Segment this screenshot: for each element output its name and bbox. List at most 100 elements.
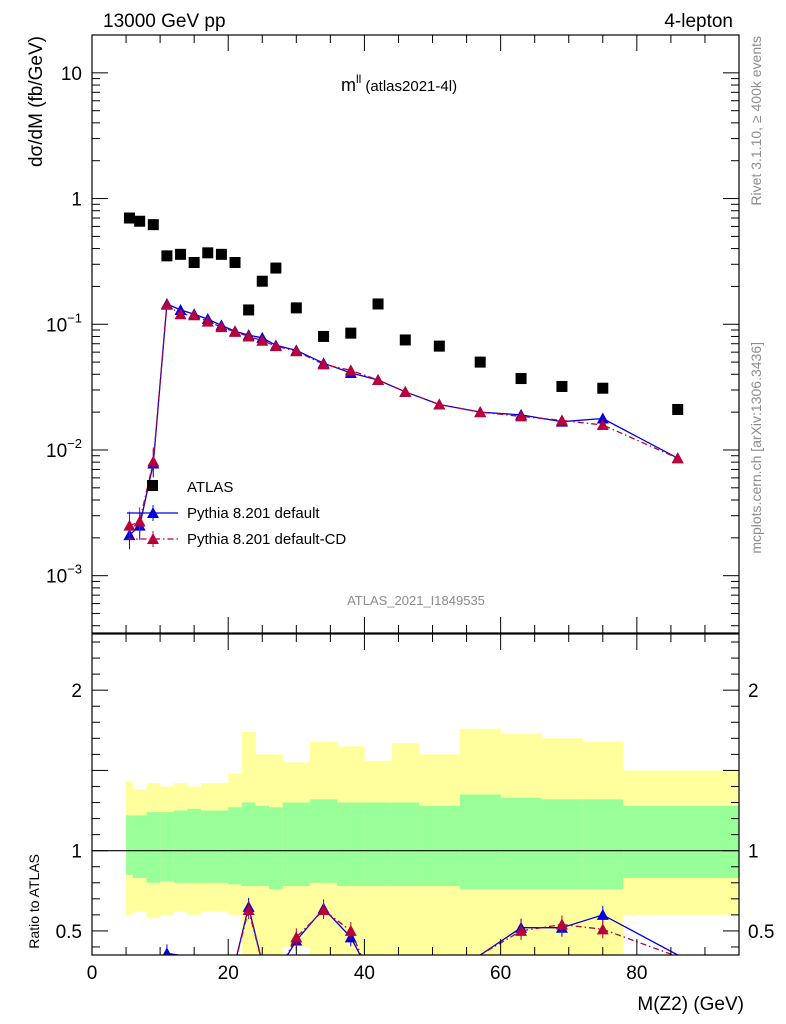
tick-base: 1	[71, 190, 82, 211]
atlas-data-point	[175, 248, 187, 260]
legend-marker-pythia-default	[147, 507, 159, 518]
ratio-pythia-default-cd-point	[242, 904, 255, 916]
main-y-tick-label: 10−3	[46, 562, 82, 588]
ratio-y-tick-label-left: 0.5	[56, 922, 82, 943]
tick-base: 10	[61, 64, 82, 85]
main-title-m: m	[341, 75, 356, 95]
atlas-data-point	[372, 298, 384, 310]
ratio-pythia-default-line	[166, 906, 679, 955]
ratio-pythia-default-point	[162, 947, 172, 955]
main-title-sup: ll	[356, 72, 361, 86]
green-band-bin	[241, 802, 256, 886]
ratio-bands	[126, 728, 739, 955]
atlas-data-point	[515, 373, 527, 385]
atlas-data-point	[215, 248, 227, 260]
green-band-bin	[309, 799, 338, 883]
pythia-default-cd-point	[555, 414, 568, 426]
main-y-axis-title: dσ/dM (fb/GeV)	[26, 36, 47, 167]
ratio-y-tick-label-right: 1	[748, 842, 759, 863]
ratio-y-tick-label-right: 0.5	[748, 922, 774, 943]
green-band-bin	[364, 802, 392, 886]
pythia-default-cd-point	[269, 340, 282, 352]
ratio-pythia-default-cd-point	[596, 923, 609, 935]
tick-exponent: −2	[67, 436, 82, 451]
x-tick-label: 60	[490, 963, 511, 984]
green-band-bin	[173, 810, 188, 883]
pythia-default-cd-point	[188, 309, 201, 321]
green-band-bin	[160, 812, 175, 882]
atlas-data-point	[290, 302, 302, 314]
ratio-y-axis-title: Ratio to ATLAS	[26, 854, 42, 949]
ratio-pythia-default-cd-point	[555, 918, 568, 930]
green-band-bin	[459, 794, 501, 890]
pythia-default-cd-point	[133, 515, 146, 527]
pythia-default-cd-point	[433, 398, 446, 410]
atlas-data-point	[243, 304, 255, 316]
tick-base: 10	[46, 567, 67, 588]
tick-exponent: −3	[67, 562, 82, 577]
pythia-default-cd-point	[515, 410, 528, 422]
atlas-data-point	[147, 219, 159, 231]
header-left-label: 13000 GeV pp	[103, 11, 226, 32]
green-band-bin	[146, 812, 161, 883]
atlas-data-point	[161, 250, 173, 262]
x-tick-label: 40	[354, 963, 375, 984]
pythia-default-cd-point	[290, 345, 303, 357]
x-axis-title: M(Z2) (GeV)	[637, 994, 744, 1015]
atlas-data-point	[474, 356, 486, 368]
pythia-default-cd-point	[174, 308, 187, 320]
green-band-bin	[255, 805, 270, 886]
green-band-bin	[214, 810, 229, 883]
header-right-label: 4-lepton	[664, 11, 733, 32]
green-band-bin	[582, 799, 624, 890]
main-y-tick-label: 10	[61, 64, 82, 85]
ratio-pythia-default-cd-point	[317, 904, 330, 916]
pythia-default-cd-point	[215, 321, 228, 333]
pythia-default-cd-point	[123, 519, 136, 531]
green-band-bin	[282, 802, 311, 886]
ratio-pythia-default-point	[596, 908, 609, 920]
pythia-default-cd-point	[344, 364, 357, 376]
main-title: mll (atlas2021-4l)	[341, 72, 457, 95]
pythia-default-cd-point	[147, 455, 160, 467]
atlas-data-point	[345, 327, 357, 339]
legend-label-pythia-default: Pythia 8.201 default	[187, 505, 320, 522]
main-panel-frame	[91, 34, 740, 634]
atlas-data-point	[597, 382, 609, 394]
atlas-data-point	[229, 256, 241, 268]
ratio-pythia-default-cd-point	[290, 931, 303, 943]
pythia-default-cd-point	[201, 315, 214, 327]
tick-base: 10	[46, 441, 67, 462]
atlas-data-point	[556, 380, 568, 392]
x-tick-label: 0	[87, 963, 98, 984]
atlas-data-point	[188, 256, 200, 268]
legend-label-pythia-default-cd: Pythia 8.201 default-CD	[187, 531, 346, 548]
green-band-bin	[500, 797, 542, 890]
legend-marker-pythia-default-cd	[147, 533, 159, 544]
side-label-top: Rivet 3.1.10, ≥ 400k events	[748, 36, 764, 206]
ratio-y-tick-label-right: 2	[748, 681, 759, 702]
green-band-bin	[269, 807, 283, 890]
legend-marker-atlas	[147, 480, 158, 491]
pythia-default-cd-point	[474, 406, 487, 418]
atlas-data-point	[123, 212, 135, 224]
green-band-bin	[132, 815, 147, 878]
legend: ATLAS Pythia 8.201 default Pythia 8.201 …	[127, 479, 346, 548]
green-band-bin	[228, 807, 243, 885]
green-band-bin	[187, 808, 202, 883]
atlas-data-point	[672, 403, 684, 415]
green-band-bin	[200, 810, 215, 883]
x-tick-label: 80	[626, 963, 647, 984]
ratio-y-tick-label-left: 2	[71, 681, 82, 702]
tick-exponent: −1	[67, 310, 82, 325]
pythia-default-cd-point	[242, 330, 255, 342]
green-band-bin	[623, 805, 739, 878]
atlas-data-point	[399, 334, 411, 346]
pythia-default-cd-point	[596, 419, 609, 431]
main-y-tick-label: 1	[71, 190, 82, 211]
green-band-bin	[541, 799, 583, 890]
pythia-default-cd-point	[160, 298, 173, 310]
tick-base: 10	[46, 315, 67, 336]
main-y-tick-label: 10−2	[46, 436, 82, 462]
